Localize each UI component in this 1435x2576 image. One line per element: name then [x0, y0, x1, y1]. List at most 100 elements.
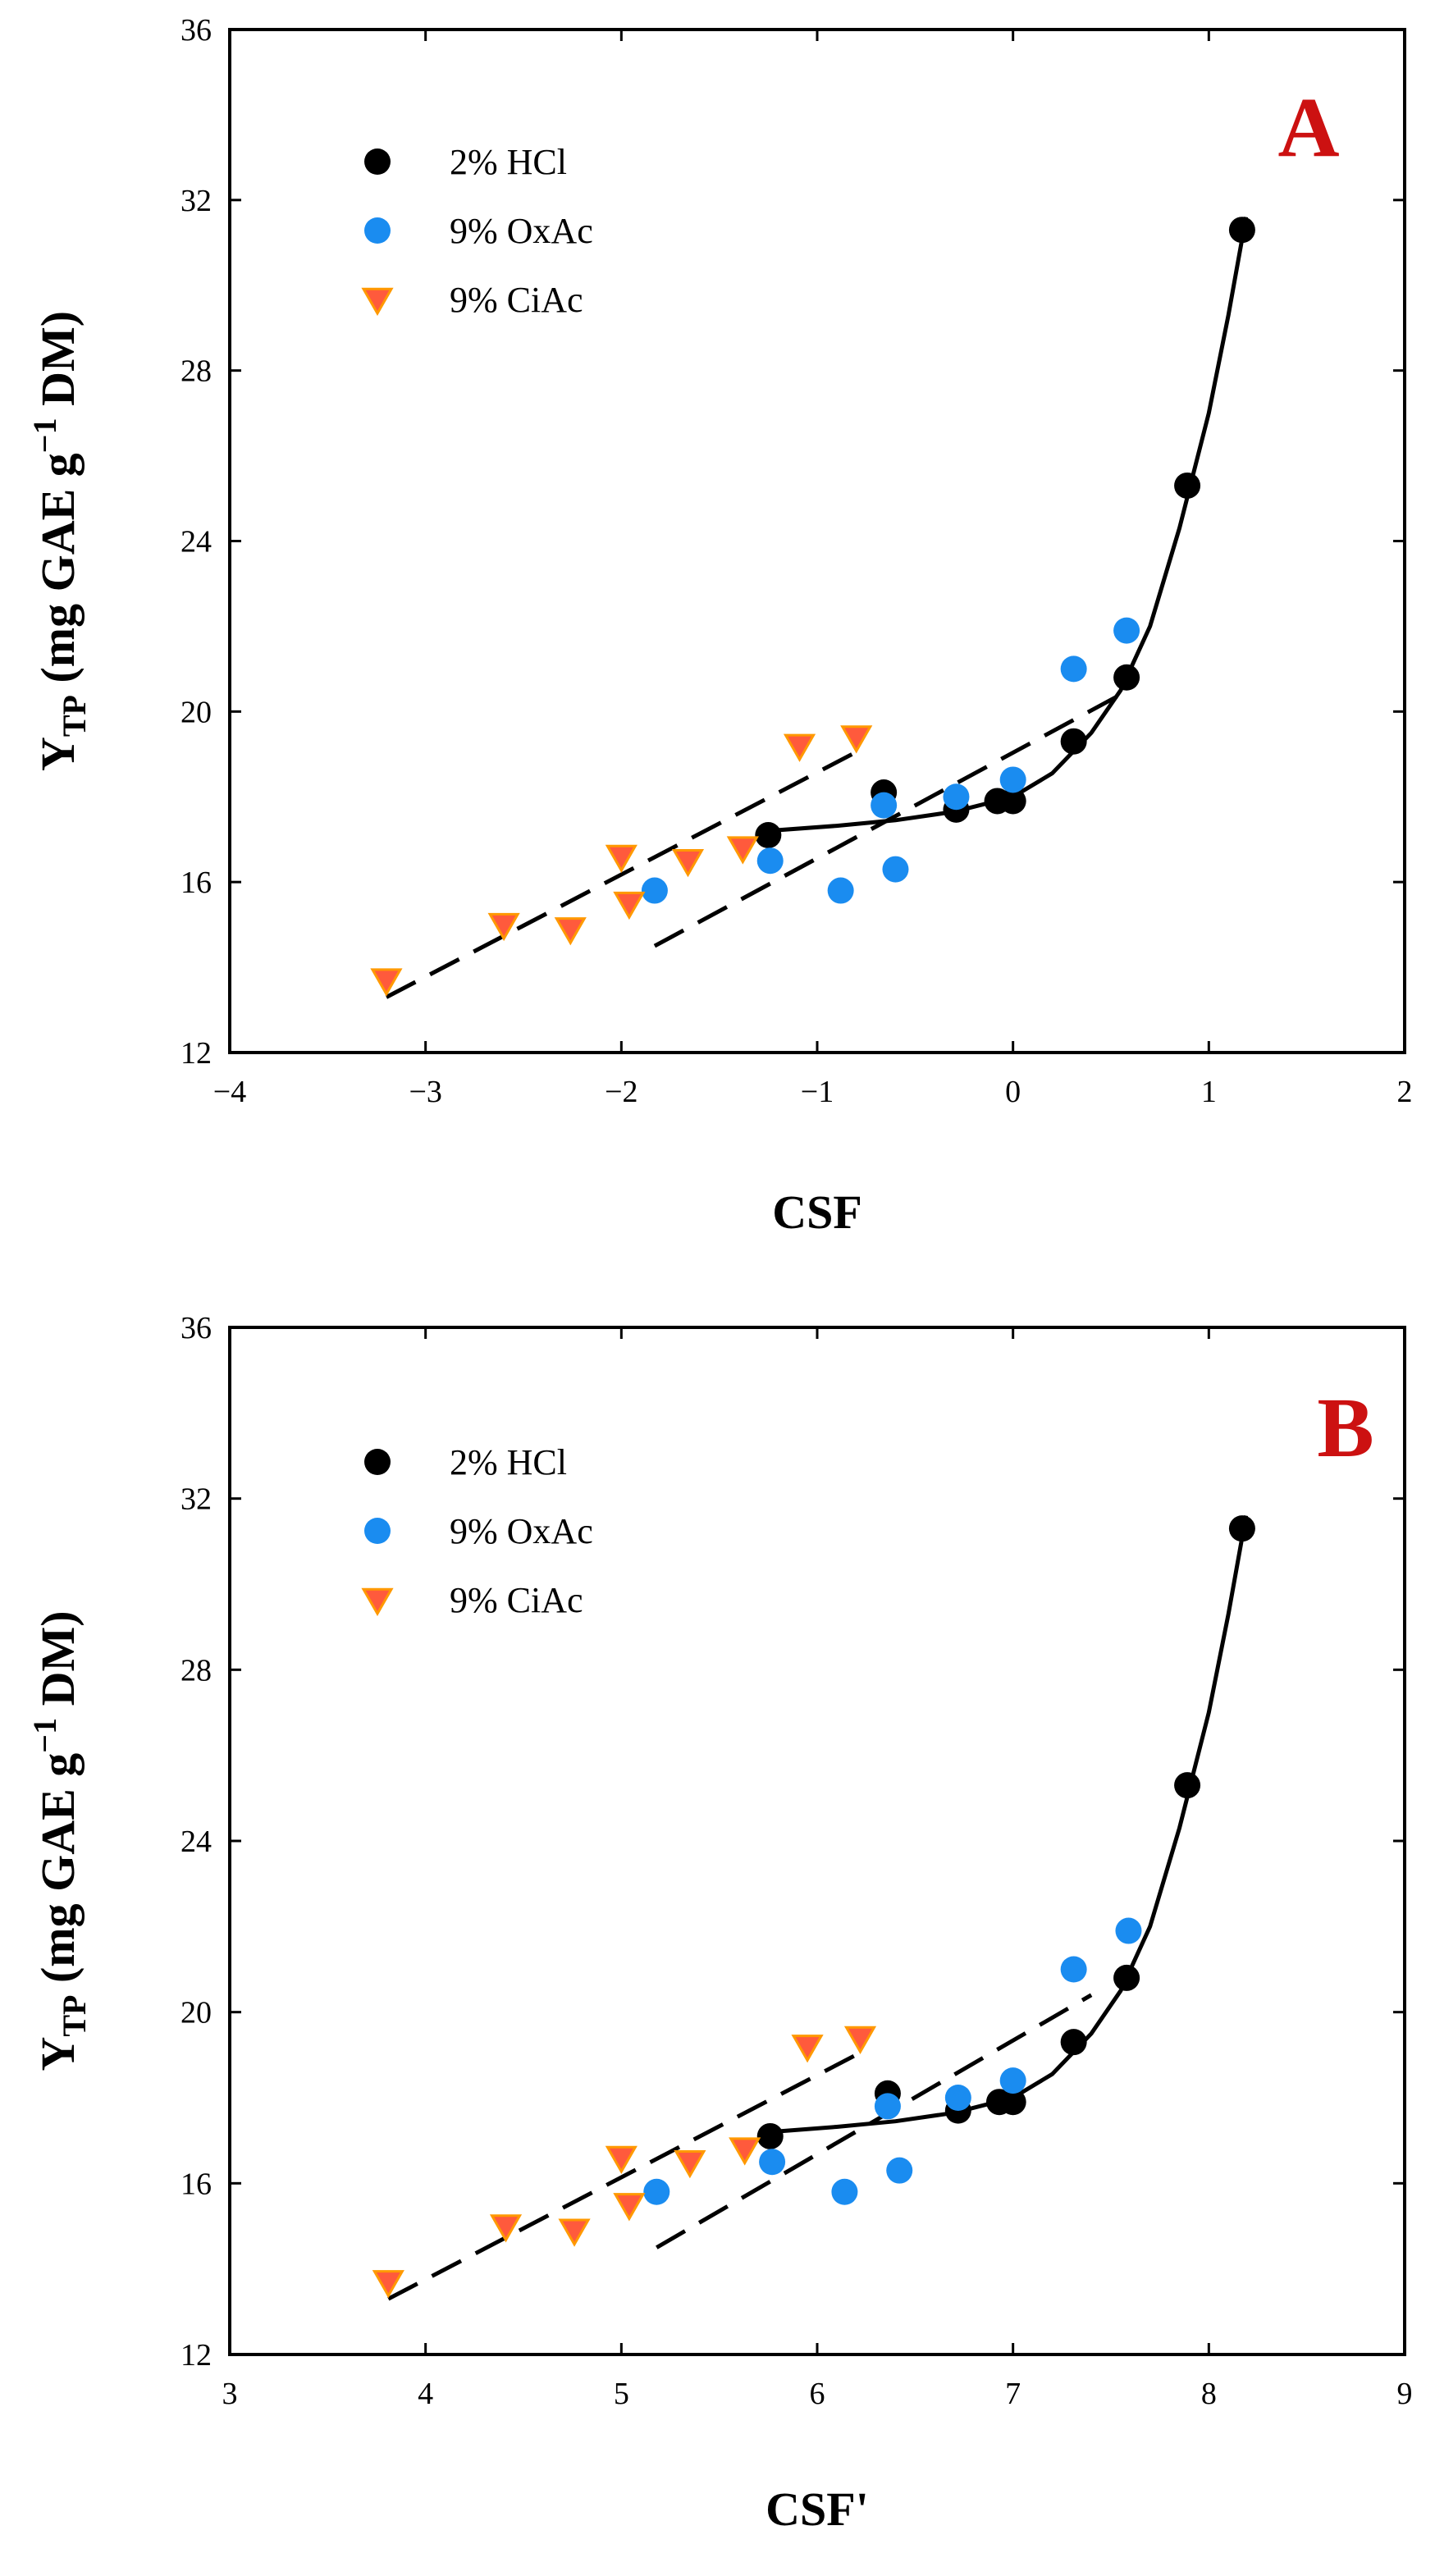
- x-axis-title: CSF: [772, 1185, 862, 1239]
- legend-marker-9-oxac: [364, 217, 391, 244]
- panel-b-chart: 3 4 5 6 7 8 9 12 16 20 24 28 32 36 2% HCl 9% OxAc 9% CiA…: [26, 1311, 1413, 2536]
- y-tick-label: 32: [181, 184, 212, 218]
- data-point-9-ciac: [613, 891, 646, 920]
- data-point-9-ciac: [726, 836, 759, 865]
- x-tick-label: 8: [1201, 2377, 1217, 2411]
- data-point-9-ciac: [487, 912, 520, 942]
- y-axis-title-main: Y: [31, 2037, 85, 2071]
- x-tick-label: −4: [213, 1075, 246, 1109]
- y-axis-title-superscript: −1: [26, 418, 63, 453]
- x-tick-label: 9: [1397, 2377, 1413, 2411]
- data-point-9-oxac: [999, 766, 1026, 793]
- data-point-9-ciac: [671, 848, 705, 878]
- panel-label: B: [1317, 1381, 1373, 1475]
- y-tick-label: 28: [181, 354, 212, 389]
- legend-marker-2-hcl: [364, 148, 391, 175]
- x-tick-label: −1: [801, 1075, 834, 1109]
- x-tick-label: 6: [810, 2377, 825, 2411]
- data-point-9-ciac: [791, 2035, 824, 2063]
- data-point-9-oxac: [759, 2149, 786, 2176]
- legend-label-2-hcl: 2% HCl: [450, 142, 567, 182]
- data-point-2-hcl: [1113, 1964, 1140, 1991]
- data-point-2-hcl: [1060, 728, 1087, 755]
- data-point-9-oxac: [756, 847, 784, 875]
- legend-label-9-ciac: 9% CiAc: [450, 1580, 583, 1620]
- legend-label-9-oxac: 9% OxAc: [450, 211, 593, 251]
- data-point-9-ciac: [840, 725, 873, 754]
- data-point-9-ciac: [729, 2137, 761, 2166]
- legend-marker-9-ciac: [361, 1587, 394, 1617]
- fit-line-2-hcl: [770, 1515, 1249, 2135]
- y-axis-title-subscript: TP: [56, 1995, 93, 2037]
- y-tick-label: 16: [181, 866, 212, 900]
- y-tick-label: 32: [181, 1482, 212, 1517]
- y-tick-label: 12: [181, 2338, 212, 2373]
- data-point-9-ciac: [370, 968, 403, 997]
- x-tick-label: 0: [1005, 1075, 1021, 1109]
- data-point-2-hcl: [1228, 217, 1255, 244]
- y-tick-label: 24: [181, 1825, 212, 1859]
- panel-label: A: [1277, 80, 1339, 175]
- legend: 2% HCl 9% OxAc 9% CiAc: [361, 1442, 593, 1620]
- y-axis-title-subscript: TP: [56, 695, 93, 737]
- fit-line-9-oxac: [656, 1993, 1093, 2249]
- x-tick-label: 1: [1201, 1075, 1217, 1109]
- legend-marker-2-hcl: [364, 1449, 391, 1475]
- x-axis-title: CSF': [765, 2482, 869, 2536]
- data-point-9-ciac: [783, 733, 816, 762]
- x-tick-label: −3: [409, 1075, 441, 1109]
- data-point-9-ciac: [554, 917, 587, 946]
- data-point-2-hcl: [1228, 1515, 1255, 1542]
- data-point-9-oxac: [1115, 1917, 1142, 1944]
- y-axis-title-end: DM): [31, 1610, 85, 1717]
- data-point-9-ciac: [558, 2218, 591, 2247]
- data-point-2-hcl: [756, 2122, 784, 2149]
- data-point-9-oxac: [643, 2178, 670, 2205]
- data-point-9-ciac: [489, 2214, 523, 2243]
- plot-frame: [228, 1326, 1406, 2356]
- y-tick-label: 36: [181, 1311, 212, 1345]
- x-tick-label: 3: [222, 2377, 238, 2411]
- legend-label-9-oxac: 9% OxAc: [450, 1511, 593, 1551]
- y-axis-title-units: (mg GAE g: [31, 1753, 85, 1995]
- y-tick-label: 36: [181, 13, 212, 48]
- y-tick-label: 20: [181, 695, 212, 729]
- data-point-9-ciac: [843, 2026, 877, 2054]
- data-point-9-ciac: [674, 2150, 706, 2179]
- fit-line-2-hcl: [768, 217, 1249, 834]
- y-tick-label: 12: [181, 1036, 212, 1071]
- data-point-2-hcl: [1174, 472, 1201, 499]
- fit-line-9-ciac: [385, 747, 861, 999]
- data-point-9-oxac: [999, 2067, 1026, 2094]
- y-axis-title: YTP (mg GAE g−1 DM): [26, 1610, 93, 2071]
- y-tick-label: 24: [181, 525, 212, 560]
- y-axis-title-superscript: −1: [26, 1718, 63, 1753]
- x-tick-label: 5: [614, 2377, 629, 2411]
- y-tick-label: 16: [181, 2167, 212, 2201]
- data-point-2-hcl: [999, 788, 1026, 815]
- y-axis-title-end: DM): [31, 311, 85, 418]
- data-point-9-ciac: [613, 2193, 646, 2222]
- data-point-9-oxac: [831, 2178, 858, 2205]
- data-point-2-hcl: [755, 822, 782, 849]
- legend-label-2-hcl: 2% HCl: [450, 1442, 567, 1482]
- data-point-9-oxac: [1113, 617, 1140, 644]
- y-tick-label: 28: [181, 1653, 212, 1688]
- data-point-2-hcl: [1174, 1772, 1201, 1799]
- x-tick-label: 7: [1005, 2377, 1021, 2411]
- data-point-9-oxac: [1060, 1956, 1087, 1983]
- data-point-9-ciac: [605, 2145, 638, 2175]
- y-axis-title-units: (mg GAE g: [31, 453, 85, 695]
- data-point-9-oxac: [882, 856, 909, 883]
- y-axis-title-main: Y: [31, 737, 85, 771]
- legend: 2% HCl 9% OxAc 9% CiAc: [361, 142, 593, 320]
- x-tick-label: 4: [418, 2377, 433, 2411]
- legend-label-9-ciac: 9% CiAc: [450, 280, 583, 320]
- plot-frame: [228, 28, 1406, 1054]
- data-point-9-ciac: [605, 844, 638, 874]
- data-point-9-oxac: [871, 792, 898, 819]
- legend-marker-9-ciac: [361, 287, 394, 317]
- legend-marker-9-oxac: [364, 1518, 391, 1544]
